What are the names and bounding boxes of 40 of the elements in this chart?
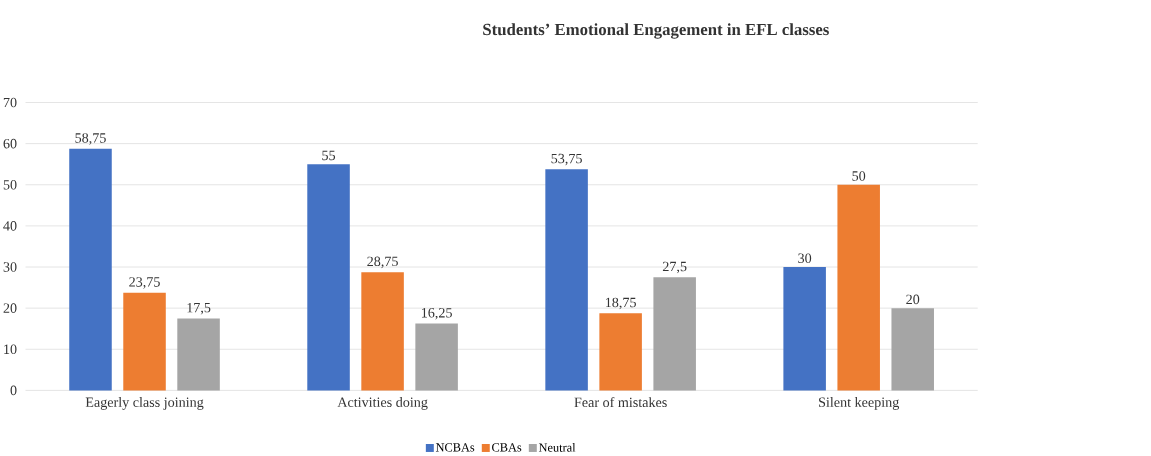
bar [891,307,934,391]
bar [69,148,112,391]
data-label: 16,25 [421,307,452,320]
y-tick-label: 30 [3,262,17,272]
data-label: 23,75 [129,276,160,289]
data-label: 28,75 [367,256,398,268]
legend-label: CBAs [492,443,522,452]
data-label: 18,75 [605,297,636,310]
bar [307,163,350,391]
data-label: 55 [322,150,336,160]
y-tick-label: 20 [3,303,17,313]
bar [783,266,826,391]
chart-title: Students’ Emotional Engagement in EFL classes [483,23,829,39]
data-label: 17,5 [187,302,211,315]
data-label: 20 [906,294,920,304]
bar [837,184,880,391]
bar [123,292,166,391]
x-tick-label: Fear of mistakes [574,396,667,407]
bar [177,318,220,391]
y-tick-label: 60 [3,138,17,149]
bar [653,277,696,391]
bar [545,169,588,391]
bar [599,313,642,391]
data-label: 30 [798,253,812,263]
data-label: 58,75 [75,132,106,145]
legend-label: NCBAs [435,443,475,452]
x-tick-label: Activities doing [337,396,428,410]
y-tick-label: 40 [3,220,17,231]
legend-label: Neutral [538,442,576,452]
bar [361,271,404,391]
x-tick-label: Silent keeping [819,396,900,410]
bar [415,323,458,391]
data-label: 50 [852,171,866,181]
y-tick-label: 0 [10,385,17,395]
y-tick-label: 10 [4,344,17,354]
y-tick-label: 70 [3,97,17,108]
x-tick-label: Eagerly class joining [85,396,204,410]
data-label: 53,75 [551,153,582,166]
y-tick-label: 50 [3,179,17,190]
data-label: 27,5 [662,261,687,274]
